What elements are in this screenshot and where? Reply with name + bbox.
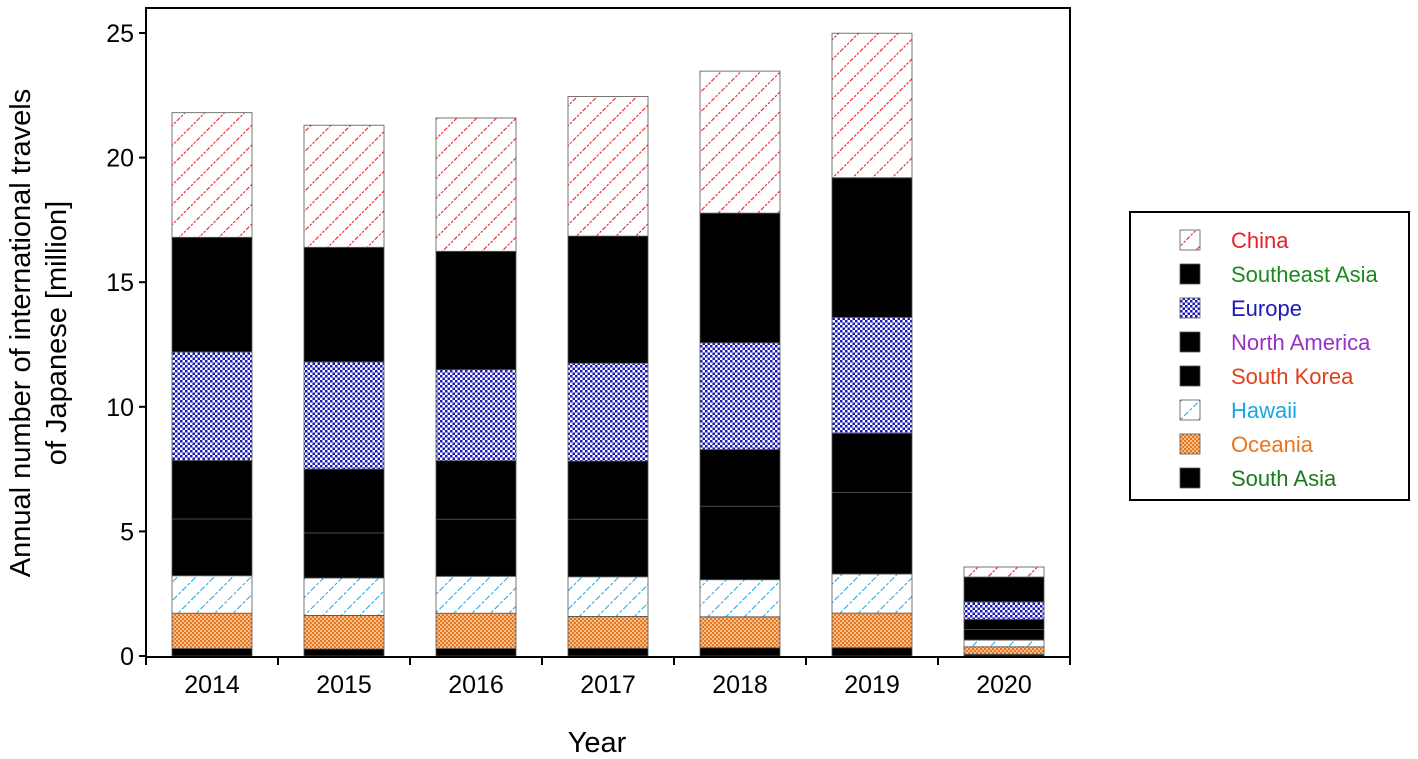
bar-2014-china xyxy=(171,112,253,238)
bar-2018-north-america xyxy=(699,448,781,507)
bar-2019-europe xyxy=(831,316,913,434)
bar-2017-north-america xyxy=(567,460,649,520)
legend-swatch-china xyxy=(1179,229,1201,251)
bar-2020-southeast-asia xyxy=(963,576,1045,603)
bar-2019-china xyxy=(831,32,913,179)
bar-2015-south-asia xyxy=(303,648,385,657)
legend-label-europe: Europe xyxy=(1231,296,1302,321)
bar-2016-europe xyxy=(435,369,517,462)
bar-2014-oceania xyxy=(171,612,253,649)
y-axis-title-line-1: Annual number of international travels xyxy=(5,89,37,577)
x-tick-label-2017: 2017 xyxy=(580,671,636,699)
bar-2019-southeast-asia xyxy=(831,177,913,318)
y-tick-label-20: 20 xyxy=(106,145,134,173)
bar-2019-south-asia xyxy=(831,647,913,657)
bar-2015-southeast-asia xyxy=(303,246,385,363)
legend-swatch-south-korea xyxy=(1179,365,1201,387)
legend-swatch-oceania xyxy=(1179,433,1201,455)
y-tick-label-25: 25 xyxy=(106,20,134,48)
bar-2018-europe xyxy=(699,342,781,450)
bar-2018-oceania xyxy=(699,616,781,649)
y-tick-label-5: 5 xyxy=(120,518,134,546)
bar-2017-south-asia xyxy=(567,647,649,657)
bar-2020-hawaii xyxy=(963,639,1045,648)
y-axis-title-line-2: of Japanese [million] xyxy=(41,201,73,465)
x-tick-label-2019: 2019 xyxy=(844,671,900,699)
bar-2018-south-korea xyxy=(699,505,781,581)
bar-2018-china xyxy=(699,70,781,214)
x-tick-label-2018: 2018 xyxy=(712,671,768,699)
legend-label-southeast-asia: Southeast Asia xyxy=(1231,262,1379,287)
x-axis-title: Year xyxy=(568,727,627,759)
bar-2019-north-america xyxy=(831,432,913,493)
bar-2016-south-korea xyxy=(435,518,517,577)
bar-2016-china xyxy=(435,117,517,252)
legend-swatch-north-america xyxy=(1179,331,1201,353)
bar-2019-hawaii xyxy=(831,573,913,614)
bar-2017-china xyxy=(567,96,649,237)
bar-2018-southeast-asia xyxy=(699,212,781,344)
legend-swatch-southeast-asia xyxy=(1179,263,1201,285)
bar-2017-southeast-asia xyxy=(567,235,649,364)
bar-2018-south-asia xyxy=(699,647,781,657)
bar-2020-europe xyxy=(963,601,1045,620)
bar-2014-north-america xyxy=(171,459,253,520)
bar-2020-south-korea xyxy=(963,628,1045,641)
bars-layer xyxy=(171,32,1045,657)
y-tick-label-15: 15 xyxy=(106,269,134,297)
bar-2014-hawaii xyxy=(171,575,253,614)
legend-swatch-hawaii xyxy=(1179,399,1201,421)
bar-2017-hawaii xyxy=(567,576,649,617)
bar-2016-north-america xyxy=(435,460,517,520)
bar-2014-south-asia xyxy=(171,648,253,657)
legend-label-china: China xyxy=(1231,228,1289,253)
legend-swatch-south-asia xyxy=(1179,467,1201,489)
bar-2016-oceania xyxy=(435,612,517,649)
bar-2018-hawaii xyxy=(699,579,781,618)
legend-label-south-asia: South Asia xyxy=(1231,466,1337,491)
bar-2015-hawaii xyxy=(303,577,385,616)
bar-2015-oceania xyxy=(303,615,385,650)
legend: China Southeast Asia Europe North America So… xyxy=(1179,228,1379,491)
bar-2014-europe xyxy=(171,351,253,461)
legend-swatch-europe xyxy=(1179,297,1201,319)
axes-layer: 0 5 10 15 20 25 2014 2015 2016 2017 2018 2019 2020 xyxy=(106,20,1071,699)
bar-2015-south-korea xyxy=(303,532,385,579)
bar-2020-oceania xyxy=(963,646,1045,655)
bar-2017-europe xyxy=(567,362,649,462)
bar-2016-south-asia xyxy=(435,648,517,657)
bar-2016-southeast-asia xyxy=(435,250,517,371)
bar-2019-oceania xyxy=(831,612,913,649)
x-tick-label-2015: 2015 xyxy=(316,671,372,699)
legend-label-oceania: Oceania xyxy=(1231,432,1314,457)
legend-label-north-america: North America xyxy=(1231,330,1371,355)
legend-label-south-korea: South Korea xyxy=(1231,364,1354,389)
bar-2017-oceania xyxy=(567,616,649,649)
legend-label-hawaii: Hawaii xyxy=(1231,398,1297,423)
bar-2015-china xyxy=(303,124,385,248)
plot-frame xyxy=(145,7,1071,658)
x-tick-label-2020: 2020 xyxy=(976,671,1032,699)
bar-2014-south-korea xyxy=(171,518,253,577)
legend-box xyxy=(1129,211,1410,501)
bar-2015-north-america xyxy=(303,468,385,534)
bar-2014-southeast-asia xyxy=(171,236,253,353)
bar-2015-europe xyxy=(303,361,385,470)
y-tick-label-0: 0 xyxy=(120,643,134,671)
bar-2020-china xyxy=(963,566,1045,578)
bar-2019-south-korea xyxy=(831,492,913,575)
bar-2017-south-korea xyxy=(567,518,649,578)
bar-2016-hawaii xyxy=(435,575,517,614)
x-tick-label-2014: 2014 xyxy=(184,671,240,699)
y-tick-label-10: 10 xyxy=(106,394,134,422)
bar-2020-north-america xyxy=(963,619,1045,630)
x-tick-label-2016: 2016 xyxy=(448,671,504,699)
